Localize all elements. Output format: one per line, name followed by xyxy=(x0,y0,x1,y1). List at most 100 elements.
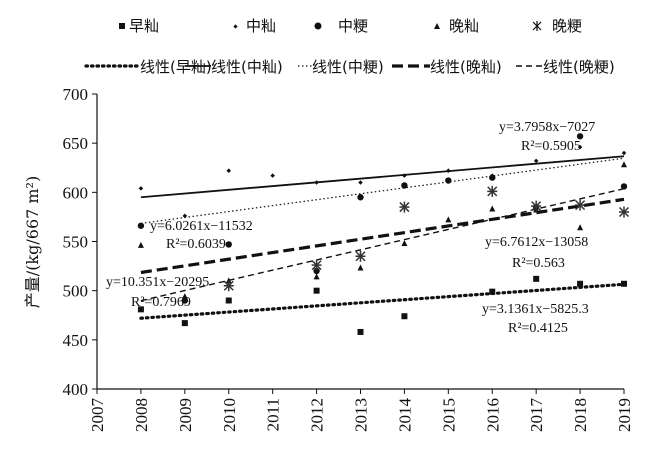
trend-r2-0: R²=0.4125 xyxy=(508,321,568,336)
legend-item-中籼: 中籼 xyxy=(233,17,276,35)
point-4-2019 xyxy=(618,206,630,218)
trend-r2-2: R²=0.6039 xyxy=(166,237,226,252)
y-tick-label: 550 xyxy=(63,233,89,252)
point-0-2008 xyxy=(137,306,144,313)
legend-marker-triangle-icon xyxy=(434,23,440,29)
trend-equation-2: y=6.0261x−11532 xyxy=(150,219,253,234)
point-2-2016 xyxy=(489,174,496,181)
legend-label-晚粳: 晚粳 xyxy=(552,17,582,35)
trendline-0 xyxy=(139,282,626,320)
x-tick-label: 2010 xyxy=(220,398,239,432)
point-0-2009 xyxy=(181,320,188,327)
legend-trendline-label-2: 线性(中粳) xyxy=(312,58,384,76)
point-3-2009 xyxy=(181,293,188,300)
point-4-2010 xyxy=(223,280,234,292)
y-tick-label: 600 xyxy=(63,183,89,202)
legend-item-晚籼: 晚籼 xyxy=(434,17,479,35)
point-2-2010 xyxy=(225,241,232,248)
legend-trendline-label-3: 线性(晚籼) xyxy=(430,58,502,76)
x-tick-label: 2015 xyxy=(439,398,458,432)
y-axis-label: 产量/(kg/667 m²) xyxy=(23,176,42,308)
x-tick-label: 2017 xyxy=(527,398,546,433)
point-4-2013 xyxy=(355,250,366,262)
point-1-2019 xyxy=(621,150,627,156)
x-tick-label: 2007 xyxy=(88,398,107,433)
point-3-2015 xyxy=(445,216,452,223)
trendline-1 xyxy=(140,155,625,199)
x-tick-label: 2011 xyxy=(264,398,283,431)
point-3-2014 xyxy=(401,239,408,246)
legend-label-早籼: 早籼 xyxy=(129,17,159,35)
point-1-2015 xyxy=(446,168,451,173)
legend-marker-diamond-icon xyxy=(233,24,238,29)
y-tick-label: 500 xyxy=(63,282,89,301)
point-0-2018 xyxy=(577,280,584,287)
point-3-2018 xyxy=(577,224,584,231)
point-2-2008 xyxy=(137,222,145,229)
legend-trendline-label-4: 线性(晚粳) xyxy=(543,58,615,76)
point-3-2013 xyxy=(357,264,364,271)
point-2-2013 xyxy=(357,194,364,201)
plot-area: 400 450 500 550 600 650 700 2007 2008 2009 2010 201… xyxy=(63,85,635,432)
legend-label-晚籼: 晚籼 xyxy=(449,17,479,35)
trendline-2 xyxy=(140,157,625,224)
x-tick-label: 2018 xyxy=(571,398,590,432)
legend-markers: 早籼 中籼 中粳 晚籼 晚粳 xyxy=(119,17,582,35)
trend-equation-1: y=3.7958x−7027 xyxy=(499,120,595,135)
point-2-2018 xyxy=(576,133,584,140)
point-0-2013 xyxy=(357,328,364,335)
trend-equation-4: y=10.351x−20295 xyxy=(106,275,209,290)
point-1-2017 xyxy=(533,158,539,164)
trend-equation-3: y=6.7612x−13058 xyxy=(485,235,588,250)
trend-equation-0: y=3.1361x−5825.3 xyxy=(482,302,589,317)
point-4-2016 xyxy=(487,185,498,197)
legend-trendline-label-0: 线性(早籼) xyxy=(140,58,212,76)
point-0-2012 xyxy=(313,287,320,294)
point-2-2015 xyxy=(445,177,452,184)
x-tick-label: 2012 xyxy=(308,398,327,432)
x-tick-label: 2019 xyxy=(615,398,634,432)
legend-marker-circle-icon xyxy=(314,22,322,30)
trend-r2-4: R²=0.7969 xyxy=(131,295,191,310)
point-1-2011 xyxy=(270,173,275,178)
legend-label-中粳: 中粳 xyxy=(338,17,368,35)
point-1-2012 xyxy=(314,180,319,185)
legend-marker-square-icon xyxy=(119,23,125,29)
point-0-2019 xyxy=(621,280,627,287)
legend-trendline-label-1: 线性(中籼) xyxy=(211,58,283,76)
point-3-2012 xyxy=(313,273,320,280)
trendline-4 xyxy=(140,188,625,302)
trend-r2-1: R²=0.5905 xyxy=(521,139,581,154)
point-4-2014 xyxy=(399,201,410,213)
legend-trendlines: 线性(早籼) 线性(中籼) 线性(中粳) 线性(晚籼) 线性(晚粳) xyxy=(84,58,615,76)
point-2-2019 xyxy=(620,183,628,190)
point-1-2010 xyxy=(226,168,232,173)
x-tick-label: 2013 xyxy=(352,398,371,432)
point-0-2017 xyxy=(533,275,540,282)
legend-item-早籼: 早籼 xyxy=(119,17,159,35)
legend-item-中粳: 中粳 xyxy=(314,17,368,35)
y-tick-label: 450 xyxy=(63,331,89,350)
point-3-2019 xyxy=(621,161,627,168)
point-0-2016 xyxy=(489,288,496,295)
y-tick-label: 700 xyxy=(63,85,89,104)
point-1-2009 xyxy=(182,213,188,219)
x-tick-label: 2008 xyxy=(132,398,151,432)
legend-item-晚粳: 晚粳 xyxy=(532,17,582,35)
trend-r2-3: R²=0.563 xyxy=(512,256,565,271)
point-1-2014 xyxy=(402,173,407,178)
point-3-2008 xyxy=(137,241,144,248)
point-1-2008 xyxy=(138,186,144,191)
point-2-2012 xyxy=(313,267,320,275)
point-3-2016 xyxy=(489,205,496,212)
point-1-2013 xyxy=(358,180,363,185)
x-tick-label: 2014 xyxy=(395,398,414,433)
trendline-3 xyxy=(140,197,625,275)
point-0-2014 xyxy=(401,313,408,320)
point-2-2014 xyxy=(401,182,408,189)
y-tick-label: 400 xyxy=(63,380,89,399)
x-tick-label: 2016 xyxy=(483,398,502,432)
point-4-2018 xyxy=(575,199,586,211)
